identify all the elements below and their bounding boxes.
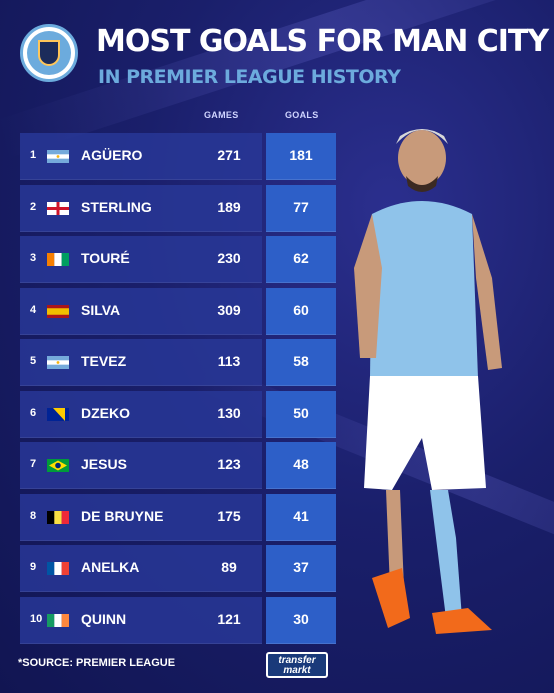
source-note: *SOURCE: PREMIER LEAGUE [18, 657, 176, 669]
goals-value: 58 [293, 353, 309, 369]
table-row: 4 SILVA 309 60 [20, 287, 336, 335]
games-cell: 175 [196, 493, 262, 541]
argentina-flag-icon [47, 150, 69, 163]
goals-value: 41 [293, 507, 309, 524]
games-value: 309 [217, 301, 241, 318]
games-cell: 130 [196, 390, 262, 438]
name-cell: 10 QUINN [20, 596, 196, 644]
table-row: 8 DE BRUYNE 175 41 [20, 493, 336, 541]
column-header-goals: GOALS [285, 110, 319, 120]
name-cell: 2 STERLING [20, 184, 196, 232]
name-cell: 8 DE BRUYNE [20, 493, 196, 541]
goals-cell: 181 [266, 133, 336, 180]
games-cell: 121 [196, 596, 262, 644]
games-cell: 230 [196, 236, 262, 283]
player-name: TEVEZ [81, 353, 127, 369]
goals-value: 77 [293, 198, 309, 215]
games-value: 271 [217, 147, 241, 163]
player-name: TOURÉ [81, 250, 130, 266]
rank-number: 2 [30, 200, 37, 213]
table-row: 1 AGÜERO 271 181 [20, 133, 336, 180]
rank-number: 4 [30, 303, 37, 316]
rank-number: 8 [30, 509, 37, 522]
goals-cell: 77 [266, 184, 336, 232]
goals-cell: 60 [266, 287, 336, 335]
goals-cell: 62 [266, 236, 336, 283]
name-cell: 9 ANELKA [20, 545, 196, 592]
page-subtitle: IN PREMIER LEAGUE HISTORY [98, 66, 401, 88]
games-value: 113 [217, 353, 241, 369]
page-title: MOST GOALS FOR MAN CITY [96, 24, 549, 59]
spain-flag-icon [47, 304, 69, 318]
ireland-flag-icon [47, 613, 69, 627]
goals-value: 62 [293, 250, 309, 266]
games-value: 175 [217, 507, 241, 524]
table-row: 10 QUINN 121 30 [20, 596, 336, 644]
rank-number: 10 [30, 612, 43, 625]
rank-number: 6 [30, 406, 37, 419]
games-value: 189 [217, 198, 241, 215]
name-cell: 7 JESUS [20, 442, 196, 489]
player-name: JESUS [81, 456, 127, 472]
games-cell: 189 [196, 184, 262, 232]
name-cell: 3 TOURÉ [20, 236, 196, 283]
goals-value: 181 [289, 147, 313, 163]
player-name: DE BRUYNE [81, 507, 164, 524]
table-row: 2 STERLING 189 77 [20, 184, 336, 232]
rank-number: 5 [30, 355, 37, 367]
player-name: ANELKA [81, 559, 140, 575]
england-flag-icon [47, 201, 69, 215]
rank-number: 7 [30, 458, 37, 470]
player-name: SILVA [81, 301, 121, 318]
column-header-games: GAMES [204, 110, 239, 120]
goals-cell: 41 [266, 493, 336, 541]
bosnia-flag-icon [47, 407, 69, 421]
table-row: 5 TEVEZ 113 58 [20, 339, 336, 386]
ivory-coast-flag-icon [47, 253, 69, 266]
games-value: 123 [217, 456, 241, 472]
games-cell: 113 [196, 339, 262, 386]
games-value: 130 [217, 404, 241, 421]
goals-cell: 58 [266, 339, 336, 386]
player-name: QUINN [81, 610, 127, 627]
goals-value: 48 [293, 456, 309, 472]
games-cell: 309 [196, 287, 262, 335]
player-name: DZEKO [81, 404, 130, 421]
table-row: 6 DZEKO 130 50 [20, 390, 336, 438]
goals-value: 50 [293, 404, 309, 421]
goals-cell: 30 [266, 596, 336, 644]
brazil-flag-icon [47, 459, 69, 472]
rank-number: 3 [30, 252, 37, 264]
header: MOST GOALS FOR MAN CITY IN PREMIER LEAGU… [20, 22, 549, 94]
goals-cell: 37 [266, 545, 336, 592]
belgium-flag-icon [47, 510, 69, 524]
transfermarkt-logo: transfer markt [266, 652, 328, 678]
man-city-crest-logo [20, 24, 78, 82]
goals-value: 30 [293, 610, 309, 627]
games-cell: 89 [196, 545, 262, 592]
player-name: AGÜERO [81, 147, 143, 163]
games-value: 89 [221, 559, 237, 575]
name-cell: 5 TEVEZ [20, 339, 196, 386]
rank-number: 1 [30, 149, 37, 161]
table-row: 3 TOURÉ 230 62 [20, 236, 336, 283]
france-flag-icon [47, 562, 69, 575]
player-photo [354, 129, 502, 634]
goals-cell: 48 [266, 442, 336, 489]
goals-cell: 50 [266, 390, 336, 438]
table-row: 9 ANELKA 89 37 [20, 545, 336, 592]
goals-value: 37 [293, 559, 309, 575]
games-cell: 123 [196, 442, 262, 489]
player-name: STERLING [81, 198, 152, 215]
name-cell: 1 AGÜERO [20, 133, 196, 180]
games-value: 121 [217, 610, 241, 627]
rank-number: 9 [30, 561, 37, 573]
games-cell: 271 [196, 133, 262, 180]
goals-value: 60 [293, 301, 309, 318]
name-cell: 4 SILVA [20, 287, 196, 335]
argentina-flag-icon [47, 356, 69, 369]
games-value: 230 [217, 250, 241, 266]
table-row: 7 JESUS 123 48 [20, 442, 336, 489]
name-cell: 6 DZEKO [20, 390, 196, 438]
